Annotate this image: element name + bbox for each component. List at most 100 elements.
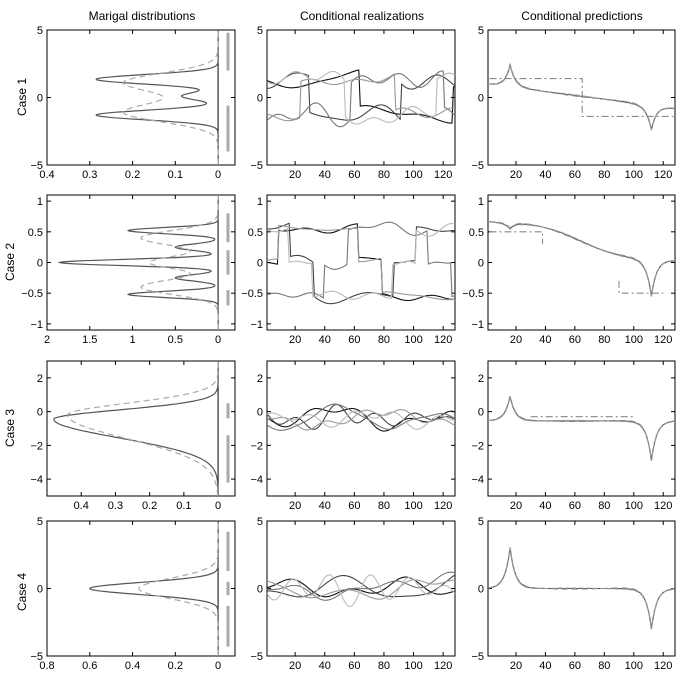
y-tick-label: −5 xyxy=(250,651,263,663)
plot-area xyxy=(488,547,675,630)
axes-box xyxy=(266,194,456,331)
x-tick-label: 80 xyxy=(378,169,390,181)
density-curve-dashed xyxy=(66,361,219,496)
y-tick-label: −0.5 xyxy=(462,288,484,300)
x-tick-label: 80 xyxy=(598,660,610,672)
y-tick-label: 1 xyxy=(478,196,484,208)
x-tick-label: 40 xyxy=(539,334,551,346)
realization-line xyxy=(267,410,455,430)
x-tick-label: 0.4 xyxy=(125,660,140,672)
x-tick-label: 80 xyxy=(598,169,610,181)
y-tick-label: 0 xyxy=(257,93,263,105)
x-tick-label: 0 xyxy=(215,334,221,346)
axes-box xyxy=(487,360,676,497)
y-tick-label: 0.5 xyxy=(28,227,43,239)
panel-r3-c1: 20 40 60 80 100 120 −5 0 5 xyxy=(250,516,456,672)
column-title-predictions: Conditional predictions xyxy=(521,9,642,23)
x-tick-label: 60 xyxy=(569,500,581,512)
y-tick-label: 0 xyxy=(37,584,43,596)
plot-area xyxy=(488,62,675,131)
x-tick-label: 80 xyxy=(378,334,390,346)
x-tick-label: 0.4 xyxy=(39,169,54,181)
plot-area xyxy=(57,195,230,330)
x-tick-label: 20 xyxy=(510,660,522,672)
y-tick-label: 5 xyxy=(37,516,43,528)
x-tick-label: 80 xyxy=(378,660,390,672)
plot-area xyxy=(95,30,230,165)
y-tick-label: 0 xyxy=(37,407,43,419)
x-tick-label: 80 xyxy=(378,500,390,512)
y-tick-label: 0 xyxy=(478,258,484,270)
y-tick-label: 5 xyxy=(37,25,43,37)
axes-box xyxy=(46,194,236,331)
prediction-line xyxy=(488,395,675,461)
x-tick-label: 60 xyxy=(569,334,581,346)
realization-line xyxy=(267,72,455,121)
density-curve xyxy=(57,195,219,330)
x-tick-label: 120 xyxy=(434,169,452,181)
x-tick-label: 120 xyxy=(434,500,452,512)
x-tick-label: 0.3 xyxy=(108,500,123,512)
prediction-line xyxy=(488,221,675,297)
panels-layer: 0.4 0.3 0.2 0.1 0 −5 0 5 2 1.5 1 0.5 0 −1 −0.5 0 0.5 1 0.4… xyxy=(21,25,676,672)
x-tick-label: 0.2 xyxy=(142,500,157,512)
x-tick-label: 120 xyxy=(654,500,672,512)
realization-line xyxy=(267,409,455,431)
x-tick-label: 20 xyxy=(289,334,301,346)
x-tick-label: 100 xyxy=(625,169,643,181)
x-tick-label: 120 xyxy=(434,334,452,346)
axes-box xyxy=(266,29,456,166)
prediction-line xyxy=(488,63,675,131)
plot-area xyxy=(89,521,230,656)
density-curve-dashed xyxy=(138,521,219,656)
x-tick-label: 0.8 xyxy=(39,660,54,672)
density-curve-dashed xyxy=(140,195,219,330)
y-tick-label: 0 xyxy=(37,93,43,105)
axes-box xyxy=(46,29,236,166)
plot-area xyxy=(267,69,455,128)
y-tick-label: −1 xyxy=(250,319,263,331)
plot-area xyxy=(267,571,455,608)
panel-r0-c2: 20 40 60 80 100 120 −5 0 5 xyxy=(471,25,676,181)
panel-r1-c0: 2 1.5 1 0.5 0 −1 −0.5 0 0.5 1 xyxy=(21,194,236,346)
x-tick-label: 40 xyxy=(319,169,331,181)
realization-line xyxy=(267,73,455,122)
y-tick-label: 5 xyxy=(478,25,484,37)
x-tick-label: 120 xyxy=(654,660,672,672)
x-tick-label: 0.1 xyxy=(176,500,191,512)
y-tick-label: 0.5 xyxy=(469,227,484,239)
x-tick-label: 120 xyxy=(654,334,672,346)
x-tick-label: 60 xyxy=(348,169,360,181)
prediction-line xyxy=(488,63,675,131)
y-tick-label: −2 xyxy=(30,440,43,452)
column-title-marginal: Marigal distributions xyxy=(89,9,196,23)
row-label-case-2: Case 2 xyxy=(3,243,17,281)
plot-area xyxy=(488,395,675,461)
x-tick-label: 80 xyxy=(598,334,610,346)
y-tick-label: −5 xyxy=(250,160,263,172)
y-tick-label: −5 xyxy=(471,651,484,663)
x-tick-label: 120 xyxy=(654,169,672,181)
x-tick-label: 40 xyxy=(319,660,331,672)
y-tick-label: 0 xyxy=(37,258,43,270)
realization-line xyxy=(267,222,455,305)
x-tick-label: 120 xyxy=(434,660,452,672)
x-tick-label: 100 xyxy=(625,334,643,346)
y-tick-label: 1 xyxy=(257,196,263,208)
realization-line xyxy=(267,70,455,128)
realization-line xyxy=(267,574,455,598)
density-curve xyxy=(95,30,219,165)
x-tick-label: 60 xyxy=(348,660,360,672)
realization-line xyxy=(267,70,455,125)
column-title-realizations: Conditional realizations xyxy=(300,9,424,23)
prediction-line xyxy=(488,221,675,297)
panel-r2-c0: 0.4 0.3 0.2 0.1 0 −4 −2 0 2 xyxy=(30,360,236,512)
plot-area xyxy=(267,221,455,305)
y-tick-label: −2 xyxy=(471,440,484,452)
x-tick-label: 0.1 xyxy=(168,169,183,181)
plot-area xyxy=(53,361,230,496)
realization-line xyxy=(267,579,455,600)
y-tick-label: −0.5 xyxy=(241,288,263,300)
x-tick-label: 60 xyxy=(348,500,360,512)
